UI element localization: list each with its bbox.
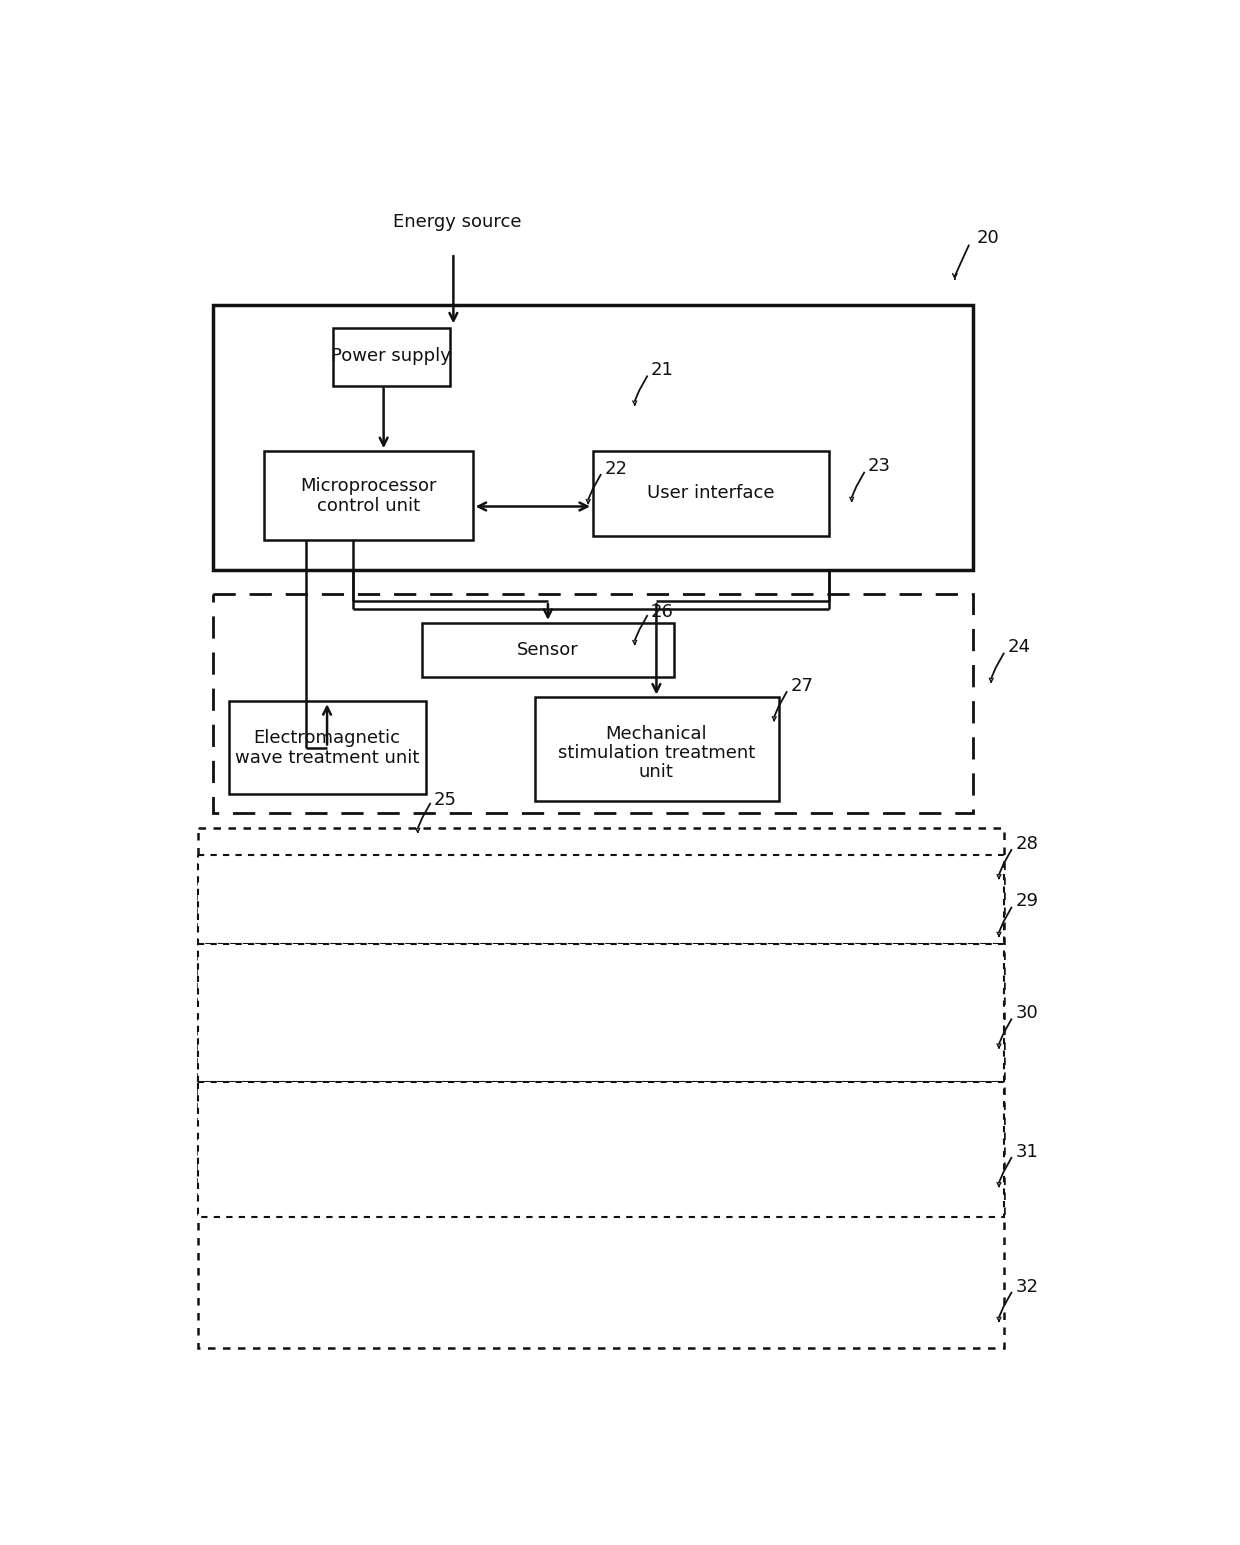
- Bar: [197, 856, 1003, 944]
- Text: 21: 21: [651, 362, 673, 379]
- Bar: [334, 328, 449, 386]
- Bar: [423, 623, 675, 677]
- Text: 30: 30: [1016, 1004, 1038, 1023]
- Bar: [197, 944, 1003, 1083]
- Text: 28: 28: [1016, 834, 1038, 853]
- Text: 29: 29: [1016, 893, 1038, 910]
- Text: 22: 22: [605, 460, 627, 477]
- Text: Electromagnetic: Electromagnetic: [253, 729, 401, 748]
- Bar: [213, 593, 972, 813]
- Text: 23: 23: [868, 457, 892, 476]
- Text: Mechanical: Mechanical: [605, 725, 707, 743]
- Text: 25: 25: [434, 791, 458, 810]
- Text: 26: 26: [651, 603, 673, 621]
- Text: 20: 20: [977, 229, 999, 247]
- Text: Power supply: Power supply: [331, 348, 451, 365]
- Text: 31: 31: [1016, 1143, 1038, 1160]
- Bar: [197, 828, 1003, 1349]
- Bar: [228, 701, 427, 794]
- Bar: [534, 697, 779, 802]
- Text: control unit: control unit: [316, 497, 419, 516]
- Text: wave treatment unit: wave treatment unit: [234, 749, 419, 768]
- Text: Microprocessor: Microprocessor: [300, 477, 436, 494]
- Text: Sensor: Sensor: [517, 641, 579, 658]
- Text: 32: 32: [1016, 1278, 1038, 1296]
- Text: stimulation treatment: stimulation treatment: [558, 743, 755, 762]
- Text: 27: 27: [791, 677, 813, 695]
- Text: 24: 24: [1007, 638, 1030, 657]
- Bar: [197, 1083, 1003, 1217]
- Text: User interface: User interface: [647, 485, 775, 502]
- Text: unit: unit: [639, 763, 673, 782]
- Bar: [593, 451, 830, 536]
- Bar: [263, 451, 472, 539]
- Bar: [213, 304, 972, 570]
- Text: Energy source: Energy source: [393, 213, 522, 232]
